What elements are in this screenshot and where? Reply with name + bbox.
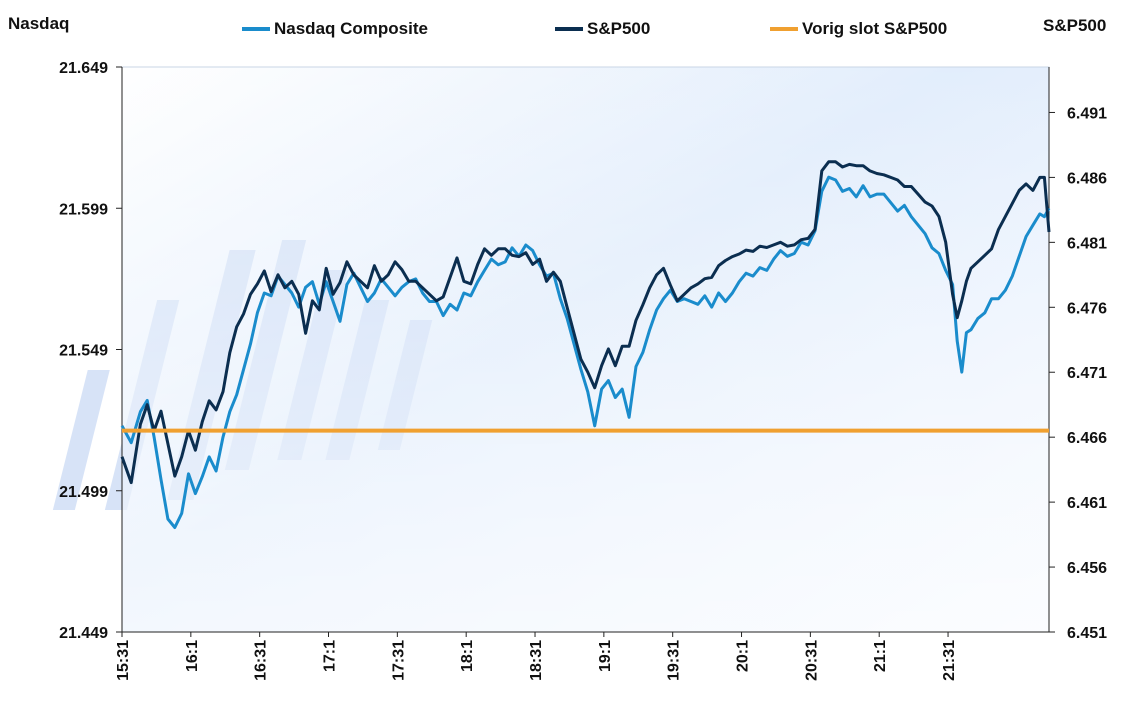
x-axis: 15:31 16:1 16:31 17:1 17:31 18:1 18:31 19:1 19:3…	[115, 631, 1049, 681]
left-tick-label: 21.449	[59, 625, 108, 642]
legend-item-sp500: S&P500	[555, 19, 650, 39]
legend-item-nasdaq: Nasdaq Composite	[242, 19, 428, 39]
x-tick-label: 21:31	[941, 640, 958, 681]
legend-label-sp500: S&P500	[587, 19, 651, 38]
plot-background	[52, 66, 1050, 633]
legend-swatch-previous-close	[770, 27, 798, 31]
x-tick-label: 19:1	[597, 640, 614, 672]
legend-label-previous-close: Vorig slot S&P500	[802, 19, 948, 38]
x-tick-label: 21:1	[872, 640, 889, 672]
plot-area-haze	[122, 67, 1049, 632]
legend-swatch-nasdaq	[242, 27, 270, 31]
right-tick-label: 6.491	[1067, 105, 1107, 122]
right-tick-label: 6.476	[1067, 300, 1107, 317]
legend-label-nasdaq: Nasdaq Composite	[274, 19, 428, 38]
right-axis-title: S&P500	[1043, 16, 1107, 35]
right-tick-label: 6.456	[1067, 560, 1107, 577]
x-tick-label: 16:1	[184, 640, 201, 672]
right-tick-label: 6.451	[1067, 625, 1107, 642]
left-axis-title: Nasdaq	[8, 14, 70, 33]
right-tick-label: 6.461	[1067, 495, 1107, 512]
left-y-axis: 21.649 21.599 21.549 21.499 21.449	[59, 60, 123, 642]
background-bar	[52, 370, 110, 510]
series-layer	[120, 160, 1051, 529]
right-tick-label: 6.471	[1067, 365, 1107, 382]
left-tick-label: 21.649	[59, 60, 108, 77]
x-tick-label: 20:31	[803, 640, 820, 681]
right-tick-label: 6.466	[1067, 430, 1107, 447]
legend-swatch-sp500	[555, 27, 583, 31]
legend: Nasdaq Composite S&P500 Vorig slot S&P50…	[0, 19, 1136, 43]
x-tick-label: 18:31	[528, 640, 545, 681]
x-tick-label: 16:31	[253, 640, 270, 681]
left-tick-label: 21.499	[59, 484, 108, 501]
x-tick-label: 20:1	[735, 640, 752, 672]
left-tick-label: 21.549	[59, 343, 108, 360]
x-tick-label: 17:1	[322, 640, 339, 672]
right-tick-label: 6.481	[1067, 235, 1107, 252]
legend-item-previous-close: Vorig slot S&P500	[770, 19, 947, 39]
series-line-s-p500	[120, 160, 1051, 485]
right-tick-label: 6.486	[1067, 170, 1107, 187]
right-y-axis: 6.491 6.486 6.481 6.476 6.471 6.466 6.461 6.456…	[1048, 67, 1107, 642]
x-tick-label: 18:1	[459, 640, 476, 672]
x-tick-label: 19:31	[666, 640, 683, 681]
x-tick-label: 17:31	[390, 640, 407, 681]
left-tick-label: 21.599	[59, 201, 108, 218]
x-tick-label: 15:31	[115, 640, 132, 681]
